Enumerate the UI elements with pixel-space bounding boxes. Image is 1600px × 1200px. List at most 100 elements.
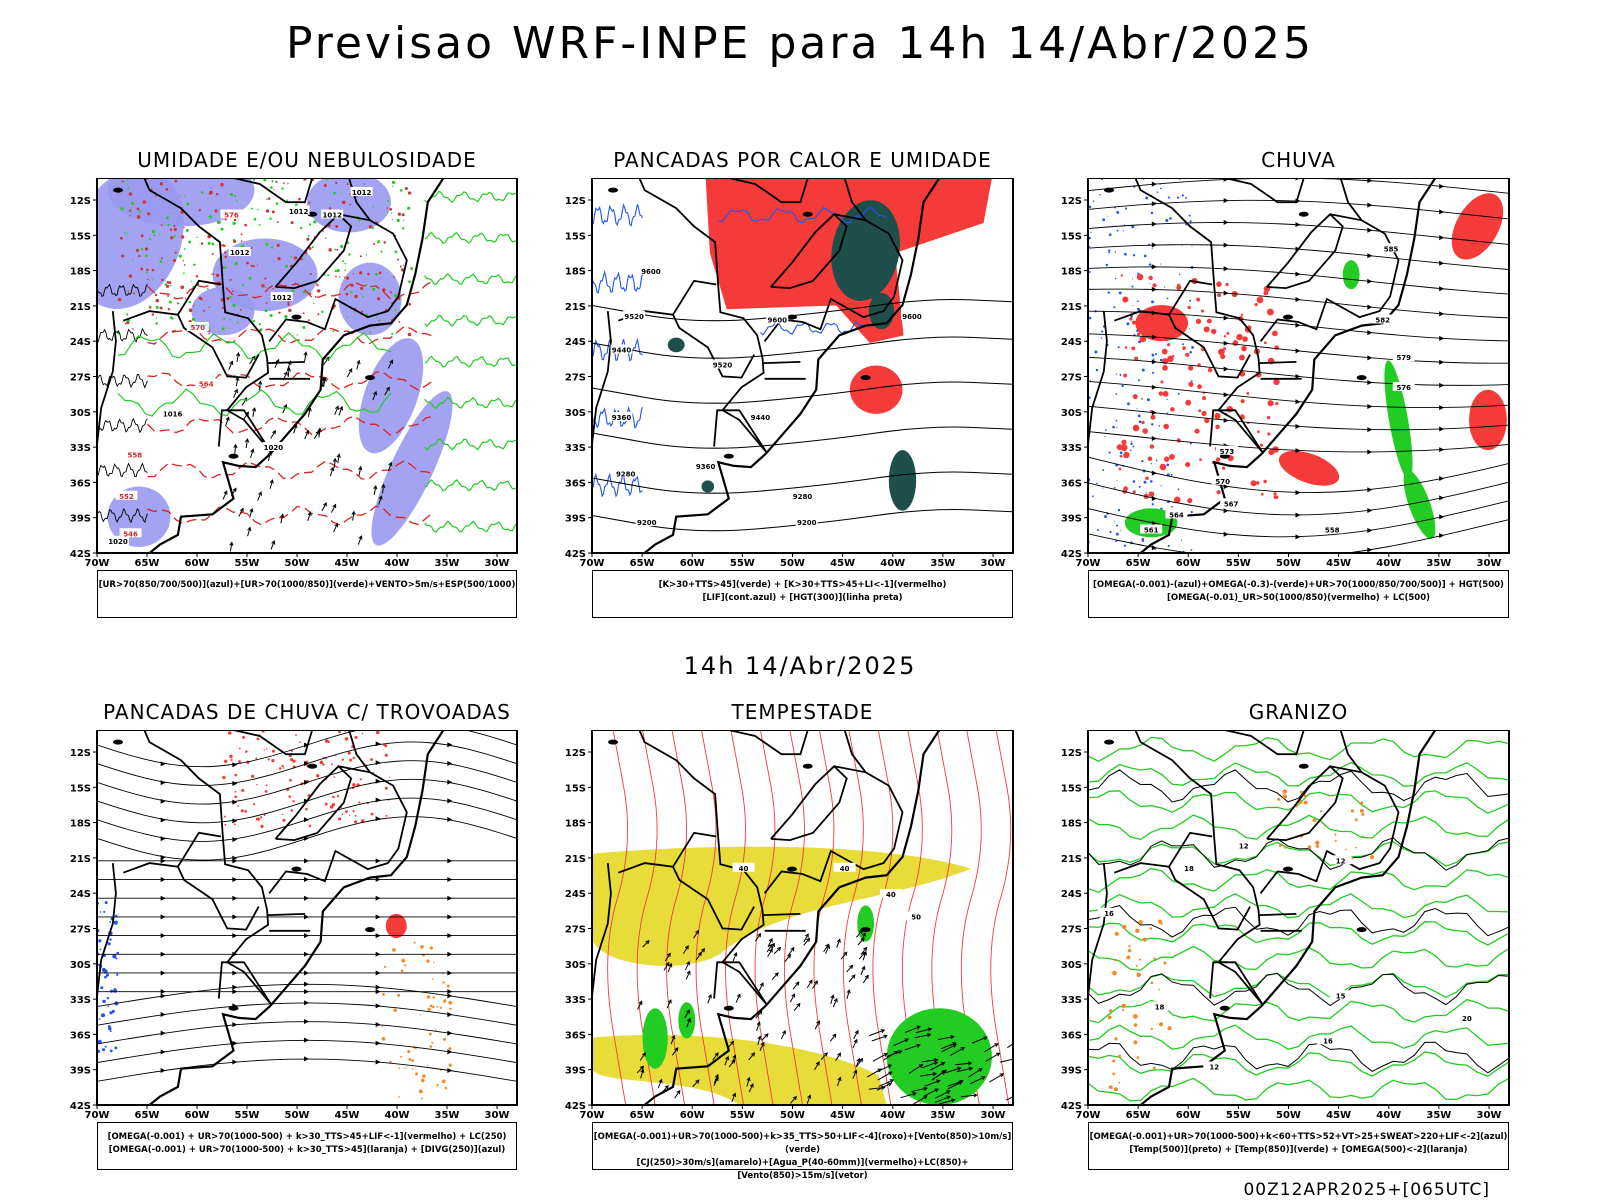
lon-tick-label: 45W: [1326, 1110, 1351, 1121]
contour-label: 558: [127, 452, 142, 460]
lat-tick-label: 21S: [565, 854, 586, 865]
lon-tick-label: 50W: [1276, 558, 1301, 569]
lat-tick-label: 36S: [565, 478, 586, 489]
lat-tick-label: 36S: [70, 1030, 91, 1041]
lat-tick-label: 24S: [1061, 337, 1082, 348]
lat-tick-label: 33S: [70, 995, 91, 1006]
lat-tick-label: 18S: [1061, 267, 1082, 278]
contour-label: 1020: [108, 538, 128, 546]
lat-tick-label: 27S: [565, 373, 586, 384]
lon-tick-label: 55W: [730, 558, 755, 569]
map-pancadas-calor: 9600 9520 9440 9360 9280 9200 9600 9520 9440 9360…: [565, 178, 1014, 569]
contour-label: 18: [1184, 865, 1194, 873]
lat-tick-label: 36S: [565, 1030, 586, 1041]
lat-tick-label: 33S: [565, 443, 586, 454]
lon-tick-label: 65W: [1126, 1110, 1151, 1121]
contour-label: 9360: [612, 414, 632, 422]
contour-label: 9600: [902, 313, 922, 321]
contour-label: 552: [119, 493, 134, 501]
lon-tick-label: 30W: [1477, 558, 1502, 569]
lon-tick-label: 55W: [1226, 558, 1251, 569]
legend-line: [CJ(250)>30m/s](amarelo)+[Agua_P(40-60mm…: [636, 1158, 969, 1181]
contour-label: 564: [199, 380, 214, 388]
contour-label: 16: [1104, 910, 1114, 918]
lon-tick-label: 40W: [385, 1110, 410, 1121]
lon-tick-label: 30W: [981, 558, 1006, 569]
contour-label: 15: [1336, 992, 1346, 1000]
lon-tick-label: 50W: [1276, 1110, 1301, 1121]
contour-label: 576: [224, 212, 239, 220]
lat-tick-label: 21S: [1061, 854, 1082, 865]
lon-tick-label: 50W: [780, 558, 805, 569]
lon-tick-label: 55W: [1226, 1110, 1251, 1121]
lon-tick-label: 60W: [680, 558, 705, 569]
lat-tick-label: 30S: [70, 408, 91, 419]
panel-title-trovoadas: PANCADAS DE CHUVA C/ TROVOADAS: [103, 700, 511, 724]
lon-tick-label: 35W: [930, 558, 955, 569]
lat-tick-label: 15S: [70, 231, 91, 242]
contour-label: 1012: [272, 294, 292, 302]
legend-line: [K>30+TTS>45](verde) + [K>30+TTS>45+LI<-…: [658, 580, 947, 590]
lat-tick-label: 12S: [565, 748, 586, 759]
legend-umidade: [UR>70(850/700/500)](azul)+[UR>70(1000/8…: [97, 570, 517, 618]
lon-tick-label: 50W: [780, 1110, 805, 1121]
lat-tick-label: 30S: [70, 960, 91, 971]
legend-tempestade: [OMEGA(-0.001)+UR>70(1000-500)+k>35_TTS>…: [592, 1122, 1013, 1181]
map-tempestade: 40 40 40 50 12S 15S 18S 21S 24S 27S 30S 33S 36S 39S 42…: [565, 730, 1014, 1121]
lat-tick-label: 18S: [70, 267, 91, 278]
lat-tick-label: 15S: [70, 783, 91, 794]
lon-tick-label: 65W: [135, 1110, 160, 1121]
lat-tick-label: 12S: [70, 196, 91, 207]
lat-tick-label: 12S: [1061, 196, 1082, 207]
contour-label: 9200: [637, 519, 657, 527]
lat-tick-label: 15S: [1061, 783, 1082, 794]
lon-tick-label: 60W: [1176, 1110, 1201, 1121]
lon-tick-label: 40W: [385, 558, 410, 569]
contour-label: 582: [1375, 317, 1390, 325]
lon-tick-label: 45W: [335, 558, 360, 569]
lat-tick-label: 33S: [1061, 443, 1082, 454]
lat-tick-label: 24S: [565, 337, 586, 348]
lat-tick-label: 27S: [70, 373, 91, 384]
lat-tick-label: 30S: [1061, 960, 1082, 971]
lon-tick-label: 40W: [880, 558, 905, 569]
lon-tick-label: 30W: [1477, 1110, 1502, 1121]
contour-label: 9360: [696, 463, 716, 471]
lon-tick-label: 55W: [235, 1110, 260, 1121]
legend-line: [Temp(500)](preto) + [Temp(850)](verde) …: [1129, 1145, 1468, 1155]
lon-tick-label: 70W: [85, 1110, 110, 1121]
map-umidade: 1012 1012 1012 1012 1012 1016 1020 1020 576 570 56…: [70, 178, 518, 569]
contour-label: 9440: [612, 347, 632, 355]
contour-label: 585: [1384, 245, 1399, 253]
lat-tick-label: 27S: [1061, 373, 1082, 384]
lon-tick-label: 70W: [580, 558, 605, 569]
contour-label: 40: [840, 865, 850, 873]
lat-tick-label: 24S: [1061, 889, 1082, 900]
legend-line: [OMEGA(-0.001)+UR>70(1000-500)+k>35_TTS>…: [593, 1132, 1012, 1155]
lon-tick-label: 65W: [1126, 558, 1151, 569]
contour-label: 1012: [322, 212, 342, 220]
lon-tick-label: 60W: [185, 1110, 210, 1121]
contour-label: 570: [190, 324, 205, 332]
lat-tick-label: 42S: [1061, 1101, 1082, 1112]
lat-tick-label: 42S: [565, 549, 586, 560]
lat-tick-label: 39S: [1061, 514, 1082, 525]
contour-label: 12: [1336, 857, 1346, 865]
contour-label: 9280: [616, 470, 636, 478]
contour-label: 9200: [797, 519, 817, 527]
contour-label: 561: [1144, 527, 1159, 535]
lat-tick-label: 27S: [565, 925, 586, 936]
contour-label: 564: [1169, 512, 1184, 520]
lat-tick-label: 39S: [1061, 1066, 1082, 1077]
lat-tick-label: 42S: [70, 549, 91, 560]
contour-label: 40: [886, 891, 896, 899]
lon-tick-label: 50W: [285, 558, 310, 569]
lon-tick-label: 45W: [1326, 558, 1351, 569]
contour-label: 1020: [264, 444, 284, 452]
contour-label: 579: [1396, 354, 1411, 362]
legend-line: [OMEGA(-0.001)+UR>70(1000-500)+k<60+TTS>…: [1089, 1132, 1508, 1142]
lon-tick-label: 65W: [630, 1110, 655, 1121]
contour-label: 16: [1323, 1037, 1333, 1045]
lon-tick-label: 35W: [930, 1110, 955, 1121]
lat-tick-label: 42S: [1061, 549, 1082, 560]
